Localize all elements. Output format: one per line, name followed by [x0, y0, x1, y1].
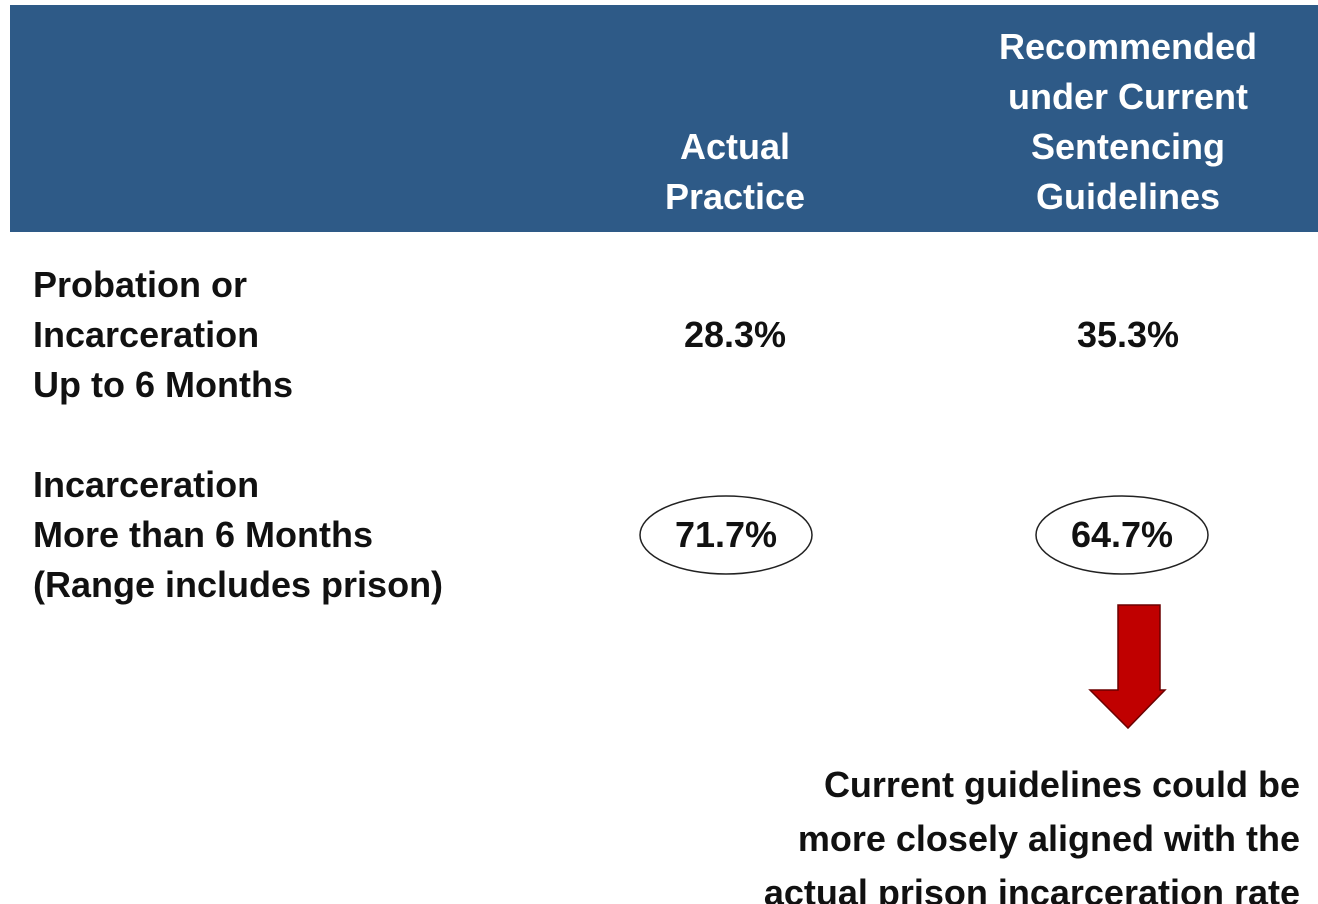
- text-line: Recommended: [998, 26, 1258, 67]
- text-line: Incarceration: [33, 314, 260, 355]
- highlight-ellipse: [639, 495, 813, 575]
- text-line: (Range includes prison): [33, 564, 444, 605]
- row-label: Incarceration More than 6 Months (Range in…: [33, 460, 443, 610]
- row-label: Probation or Incarceration Up to 6 Months: [33, 260, 293, 410]
- text-line: Incarceration: [33, 464, 260, 505]
- text-line: Sentencing: [1030, 126, 1226, 167]
- cell-text: 71.7%: [674, 514, 778, 555]
- highlight-ellipse: [1035, 495, 1209, 575]
- cell-text: 35.3%: [1076, 314, 1180, 355]
- text-line: more closely aligned with the: [797, 818, 1300, 859]
- cell-value: 64.7%: [1071, 510, 1173, 560]
- cell-text: 64.7%: [1070, 514, 1174, 555]
- text-line: Current guidelines could be: [823, 764, 1300, 805]
- text-line: More than 6 Months: [33, 514, 373, 555]
- text-line: Practice: [664, 176, 806, 217]
- column-header: Recommended under Current Sentencing Guidel…: [999, 22, 1257, 222]
- cell-value: 28.3%: [684, 310, 786, 360]
- header-band: [10, 5, 1318, 232]
- cell-value: 35.3%: [1077, 310, 1179, 360]
- text-line: Actual: [679, 126, 791, 167]
- cell-value: 71.7%: [675, 510, 777, 560]
- column-header: Actual Practice: [665, 122, 805, 222]
- text-line: under Current: [1007, 76, 1249, 117]
- cell-text: 28.3%: [683, 314, 787, 355]
- text-line: Up to 6 Months: [33, 364, 293, 405]
- down-arrow: [1088, 604, 1167, 730]
- text-line: actual prison incarceration rate: [763, 872, 1300, 904]
- note: Current guidelines could be more closely …: [764, 758, 1300, 904]
- text-line: Probation or: [33, 264, 247, 305]
- text-line: Guidelines: [1035, 176, 1221, 217]
